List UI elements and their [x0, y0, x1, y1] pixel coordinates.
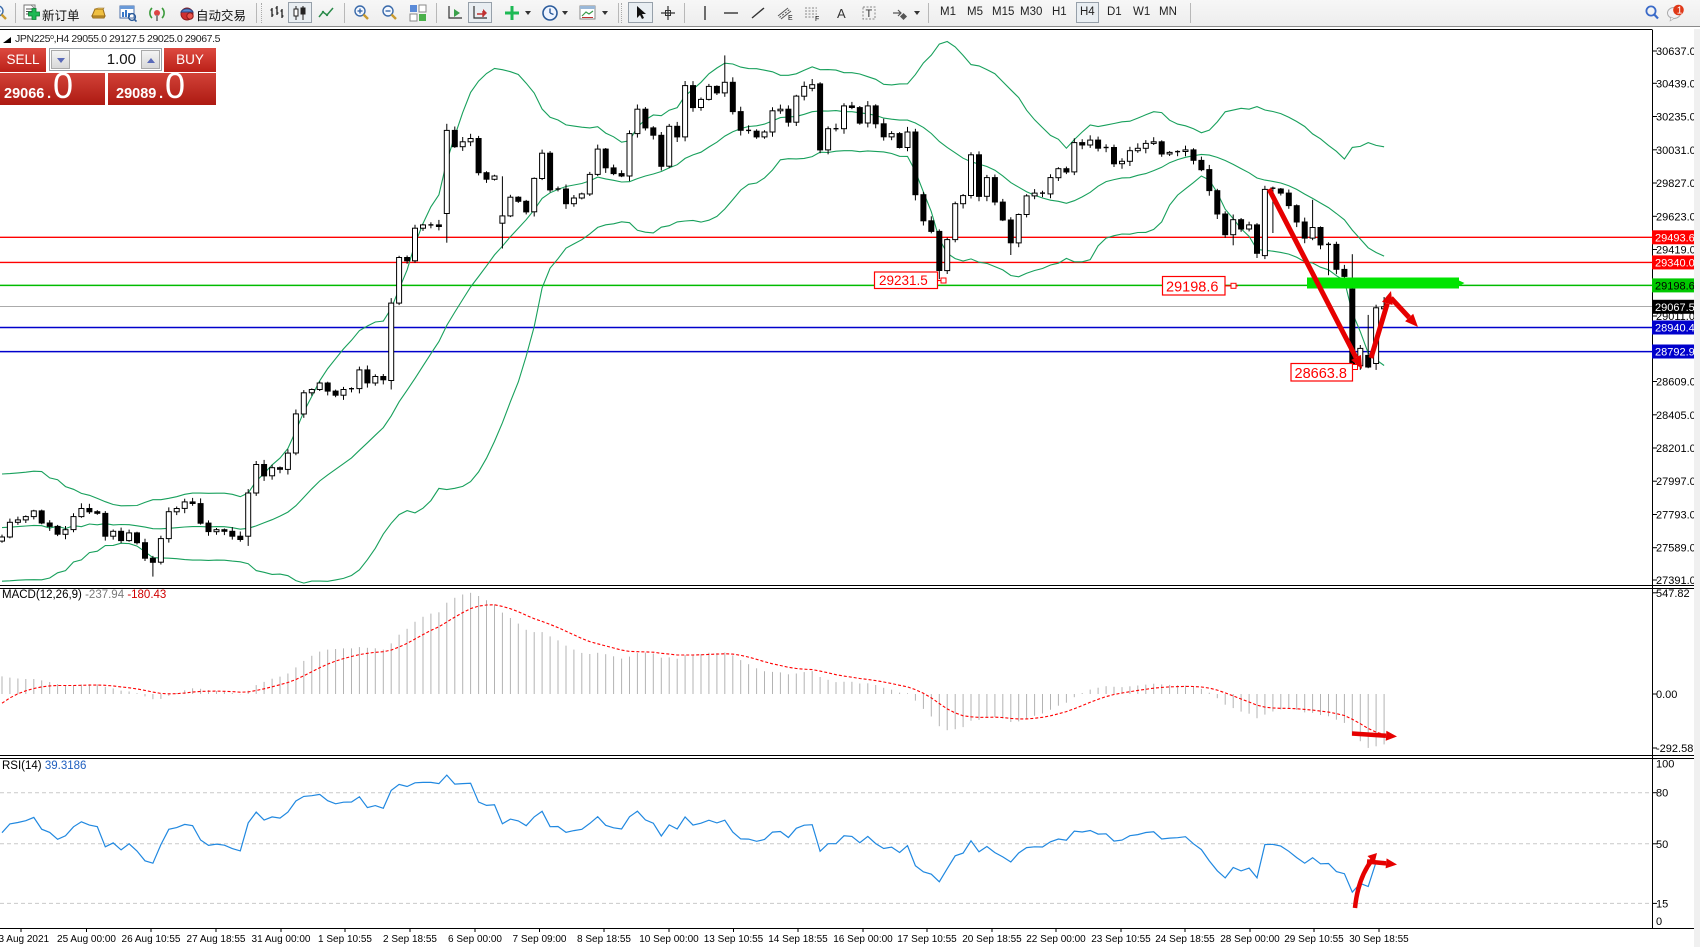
- svg-text:28792.9: 28792.9: [1655, 347, 1695, 359]
- svg-text:28405.0: 28405.0: [1656, 410, 1696, 422]
- svg-text:50: 50: [1656, 839, 1668, 851]
- svg-text:80: 80: [1656, 788, 1668, 800]
- svg-text:23 Sep 10:55: 23 Sep 10:55: [1091, 934, 1151, 945]
- svg-text:29827.0: 29827.0: [1656, 178, 1696, 190]
- svg-text:29623.0: 29623.0: [1656, 211, 1696, 223]
- svg-text:26 Aug 10:55: 26 Aug 10:55: [122, 934, 181, 945]
- svg-text:0: 0: [1656, 916, 1662, 928]
- svg-text:6 Sep 00:00: 6 Sep 00:00: [448, 934, 502, 945]
- svg-text:30235.0: 30235.0: [1656, 112, 1696, 124]
- svg-text:27589.0: 27589.0: [1656, 543, 1696, 555]
- svg-text:29 Sep 10:55: 29 Sep 10:55: [1284, 934, 1344, 945]
- svg-text:29340.0: 29340.0: [1655, 257, 1695, 269]
- svg-text:T: T: [866, 8, 873, 20]
- svg-text:8 Sep 18:55: 8 Sep 18:55: [577, 934, 631, 945]
- svg-text:29231.5: 29231.5: [879, 273, 928, 288]
- svg-text:28 Sep 00:00: 28 Sep 00:00: [1220, 934, 1280, 945]
- svg-text:1: 1: [1677, 6, 1683, 17]
- svg-text:22 Sep 00:00: 22 Sep 00:00: [1026, 934, 1086, 945]
- svg-text:29198.6: 29198.6: [1655, 280, 1695, 292]
- svg-text:29493.6: 29493.6: [1655, 232, 1695, 244]
- svg-text:1 Sep 10:55: 1 Sep 10:55: [318, 934, 372, 945]
- svg-text:25 Aug 00:00: 25 Aug 00:00: [57, 934, 116, 945]
- svg-text:13 Sep 10:55: 13 Sep 10:55: [704, 934, 764, 945]
- svg-text:A: A: [837, 6, 846, 21]
- svg-text:30439.0: 30439.0: [1656, 78, 1696, 90]
- svg-text:547.82: 547.82: [1656, 588, 1690, 600]
- svg-text:16 Sep 00:00: 16 Sep 00:00: [833, 934, 893, 945]
- svg-text:27 Aug 18:55: 27 Aug 18:55: [187, 934, 246, 945]
- svg-text:27793.0: 27793.0: [1656, 510, 1696, 522]
- svg-text:30637.0: 30637.0: [1656, 46, 1696, 58]
- svg-text:30031.0: 30031.0: [1656, 145, 1696, 157]
- svg-text:27391.0: 27391.0: [1656, 575, 1696, 587]
- svg-text:17 Sep 10:55: 17 Sep 10:55: [897, 934, 957, 945]
- svg-text:20 Sep 18:55: 20 Sep 18:55: [962, 934, 1022, 945]
- svg-text:29198.6: 29198.6: [1166, 280, 1218, 296]
- svg-text:28201.0: 28201.0: [1656, 443, 1696, 455]
- svg-text:0.00: 0.00: [1656, 689, 1677, 701]
- svg-text:2 Sep 18:55: 2 Sep 18:55: [383, 934, 437, 945]
- svg-text:28940.4: 28940.4: [1655, 323, 1695, 335]
- svg-text:RSI(14) 39.3186: RSI(14) 39.3186: [2, 760, 86, 772]
- svg-text:15: 15: [1656, 898, 1668, 910]
- svg-text:14 Sep 18:55: 14 Sep 18:55: [768, 934, 828, 945]
- svg-text:7 Sep 09:00: 7 Sep 09:00: [513, 934, 567, 945]
- svg-text:29067.5: 29067.5: [1655, 302, 1695, 314]
- svg-text:27997.0: 27997.0: [1656, 476, 1696, 488]
- svg-text:29419.0: 29419.0: [1656, 245, 1696, 257]
- svg-text:JPN225o,H4 29055.0 29127.5 29: JPN225o,H4 29055.0 29127.5 29025.0 29067…: [15, 33, 221, 45]
- svg-text:24 Sep 18:55: 24 Sep 18:55: [1155, 934, 1215, 945]
- svg-text:MACD(12,26,9) -237.94 -180.43: MACD(12,26,9) -237.94 -180.43: [2, 589, 166, 601]
- svg-text:10 Sep 00:00: 10 Sep 00:00: [639, 934, 699, 945]
- svg-text:100: 100: [1656, 759, 1674, 771]
- svg-text:23 Aug 2021: 23 Aug 2021: [0, 934, 50, 945]
- svg-text:E: E: [788, 15, 793, 22]
- svg-text:28663.8: 28663.8: [1295, 366, 1347, 382]
- svg-text:29011.0: 29011.0: [1656, 311, 1695, 323]
- svg-text:-292.58: -292.58: [1656, 743, 1693, 755]
- svg-text:31 Aug 00:00: 31 Aug 00:00: [252, 934, 311, 945]
- svg-text:28609.0: 28609.0: [1656, 377, 1696, 389]
- svg-text:30 Sep 18:55: 30 Sep 18:55: [1349, 934, 1409, 945]
- svg-text:F: F: [815, 16, 819, 22]
